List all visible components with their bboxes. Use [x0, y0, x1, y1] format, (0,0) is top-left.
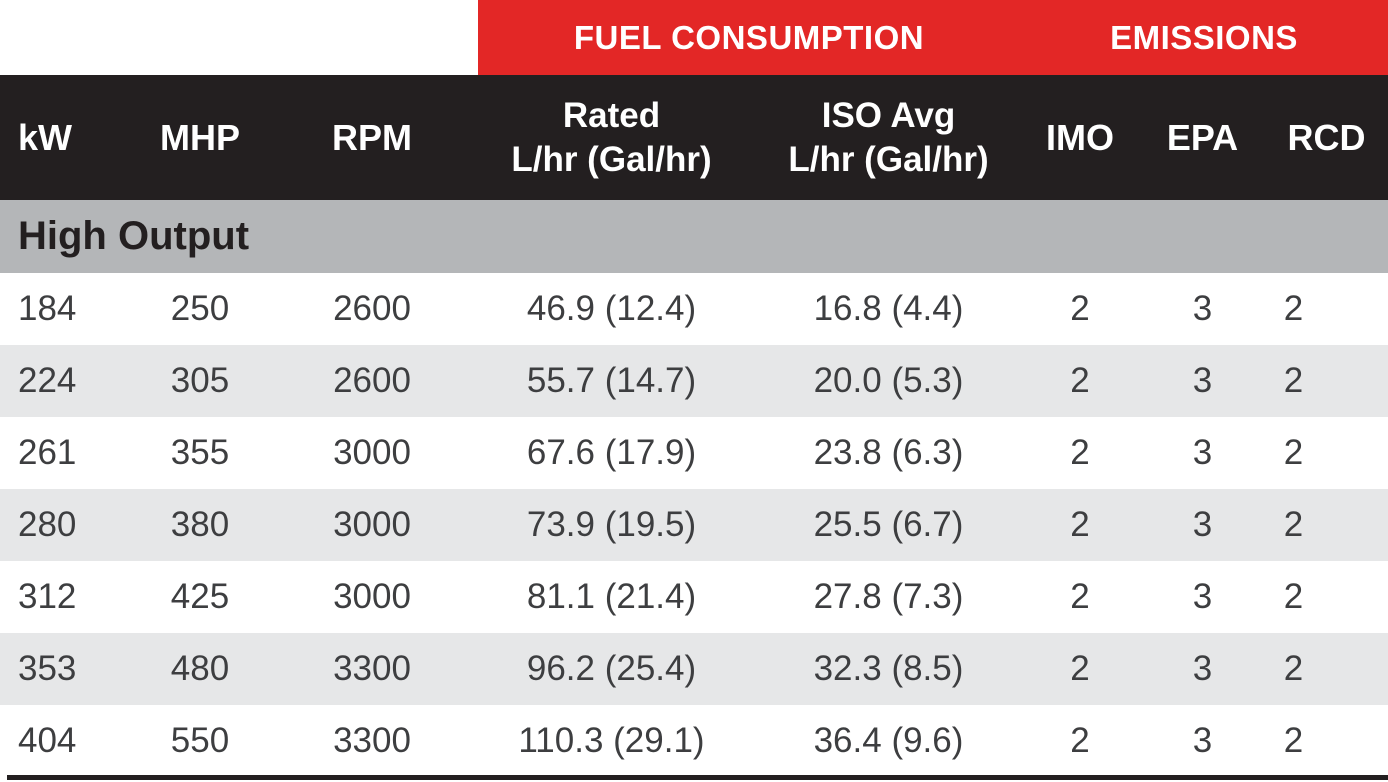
cell-rpm: 3300 — [333, 721, 411, 760]
table-row: 224 305 2600 55.7 (14.7) 20.0 (5.3) 2 3 … — [0, 345, 1388, 417]
cell-iso-avg: 36.4 (9.6) — [813, 721, 964, 760]
cell-rcd: 2 — [1283, 649, 1304, 688]
cell-iso-avg: 16.8 (4.4) — [813, 289, 964, 328]
cell-kw: 224 — [18, 361, 77, 400]
cell-mhp: 305 — [170, 361, 230, 400]
cell-imo: 2 — [1070, 577, 1090, 616]
cell-kw: 280 — [18, 505, 77, 544]
cell-kw: 353 — [18, 649, 77, 688]
iso-header-line1: ISO Avg — [821, 95, 956, 135]
cell-imo: 2 — [1070, 721, 1090, 760]
cell-imo: 2 — [1070, 289, 1090, 328]
cell-mhp: 355 — [170, 433, 230, 472]
column-header-row: kW MHP RPM Rated L/hr (Gal/hr) ISO Avg L… — [0, 75, 1388, 200]
table-row: 280 380 3000 73.9 (19.5) 25.5 (6.7) 2 3 … — [0, 489, 1388, 561]
iso-header-line2: L/hr (Gal/hr) — [788, 139, 989, 179]
cell-epa: 3 — [1192, 649, 1213, 688]
column-header-imo: IMO — [1046, 116, 1114, 158]
emissions-banner: EMISSIONS — [1020, 0, 1388, 75]
column-header-rpm: RPM — [332, 116, 412, 158]
cell-epa: 3 — [1192, 721, 1213, 760]
cell-epa: 3 — [1192, 433, 1213, 472]
cell-imo: 2 — [1070, 361, 1090, 400]
cell-iso-avg: 27.8 (7.3) — [813, 577, 964, 616]
table-row: 404 550 3300 110.3 (29.1) 36.4 (9.6) 2 3… — [0, 705, 1388, 777]
banner-spacer — [0, 0, 478, 75]
rated-header-line1: Rated — [562, 95, 661, 135]
cell-rated: 81.1 (21.4) — [526, 577, 697, 616]
cell-kw: 261 — [18, 433, 77, 472]
table-bottom-rule — [7, 775, 1388, 780]
cell-iso-avg: 23.8 (6.3) — [813, 433, 964, 472]
cell-mhp: 550 — [170, 721, 230, 760]
cell-kw: 312 — [18, 577, 77, 616]
cell-imo: 2 — [1070, 505, 1090, 544]
cell-rpm: 3000 — [333, 433, 411, 472]
cell-rated: 46.9 (12.4) — [526, 289, 697, 328]
cell-rated: 55.7 (14.7) — [526, 361, 697, 400]
cell-rated: 73.9 (19.5) — [526, 505, 697, 544]
cell-iso-avg: 25.5 (6.7) — [813, 505, 964, 544]
cell-mhp: 425 — [170, 577, 230, 616]
cell-mhp: 250 — [170, 289, 230, 328]
cell-epa: 3 — [1192, 577, 1213, 616]
table-row: 261 355 3000 67.6 (17.9) 23.8 (6.3) 2 3 … — [0, 417, 1388, 489]
table-row: 312 425 3000 81.1 (21.4) 27.8 (7.3) 2 3 … — [0, 561, 1388, 633]
rated-header-line2: L/hr (Gal/hr) — [511, 139, 712, 179]
section-header-row: High Output — [0, 200, 1388, 273]
column-header-rated: Rated L/hr (Gal/hr) — [478, 75, 745, 200]
cell-rcd: 2 — [1283, 361, 1304, 400]
section-title: High Output — [18, 214, 250, 258]
cell-iso-avg: 20.0 (5.3) — [813, 361, 964, 400]
cell-kw: 184 — [18, 289, 77, 328]
cell-rated: 110.3 (29.1) — [518, 721, 705, 760]
cell-mhp: 380 — [170, 505, 230, 544]
spec-table: kW MHP RPM Rated L/hr (Gal/hr) ISO Avg L… — [0, 75, 1388, 777]
column-header-rcd: RCD — [1287, 116, 1366, 158]
cell-rpm: 3000 — [333, 505, 411, 544]
cell-rpm: 2600 — [333, 361, 411, 400]
cell-imo: 2 — [1070, 649, 1090, 688]
cell-epa: 3 — [1192, 361, 1213, 400]
cell-rpm: 3300 — [333, 649, 411, 688]
column-header-epa: EPA — [1166, 116, 1239, 158]
cell-rcd: 2 — [1283, 505, 1304, 544]
column-header-iso-avg: ISO Avg L/hr (Gal/hr) — [745, 75, 1020, 200]
cell-rcd: 2 — [1283, 721, 1304, 760]
table-row: 353 480 3300 96.2 (25.4) 32.3 (8.5) 2 3 … — [0, 633, 1388, 705]
cell-mhp: 480 — [170, 649, 230, 688]
table-row: 184 250 2600 46.9 (12.4) 16.8 (4.4) 2 3 … — [0, 273, 1388, 345]
category-banner-row: FUEL CONSUMPTION EMISSIONS — [0, 0, 1388, 75]
cell-epa: 3 — [1192, 289, 1213, 328]
cell-rcd: 2 — [1283, 289, 1304, 328]
cell-rcd: 2 — [1283, 433, 1304, 472]
fuel-consumption-banner: FUEL CONSUMPTION — [478, 0, 1020, 75]
cell-imo: 2 — [1070, 433, 1090, 472]
cell-rcd: 2 — [1283, 577, 1304, 616]
column-header-mhp: MHP — [160, 116, 240, 158]
cell-rpm: 3000 — [333, 577, 411, 616]
cell-rpm: 2600 — [333, 289, 411, 328]
column-header-kw: kW — [18, 116, 72, 158]
cell-epa: 3 — [1192, 505, 1213, 544]
cell-rated: 96.2 (25.4) — [526, 649, 697, 688]
cell-iso-avg: 32.3 (8.5) — [813, 649, 964, 688]
cell-kw: 404 — [18, 721, 77, 760]
cell-rated: 67.6 (17.9) — [526, 433, 697, 472]
